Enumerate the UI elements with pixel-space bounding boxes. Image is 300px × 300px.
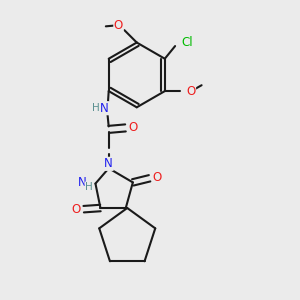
Text: O: O xyxy=(114,19,123,32)
Text: N: N xyxy=(78,176,87,190)
Text: O: O xyxy=(152,171,162,184)
Text: Cl: Cl xyxy=(181,36,193,49)
Text: N: N xyxy=(100,102,109,115)
Text: H: H xyxy=(85,182,93,192)
Text: O: O xyxy=(128,122,137,134)
Text: O: O xyxy=(186,85,196,98)
Text: H: H xyxy=(92,103,100,113)
Text: N: N xyxy=(104,157,113,170)
Text: O: O xyxy=(71,203,80,216)
